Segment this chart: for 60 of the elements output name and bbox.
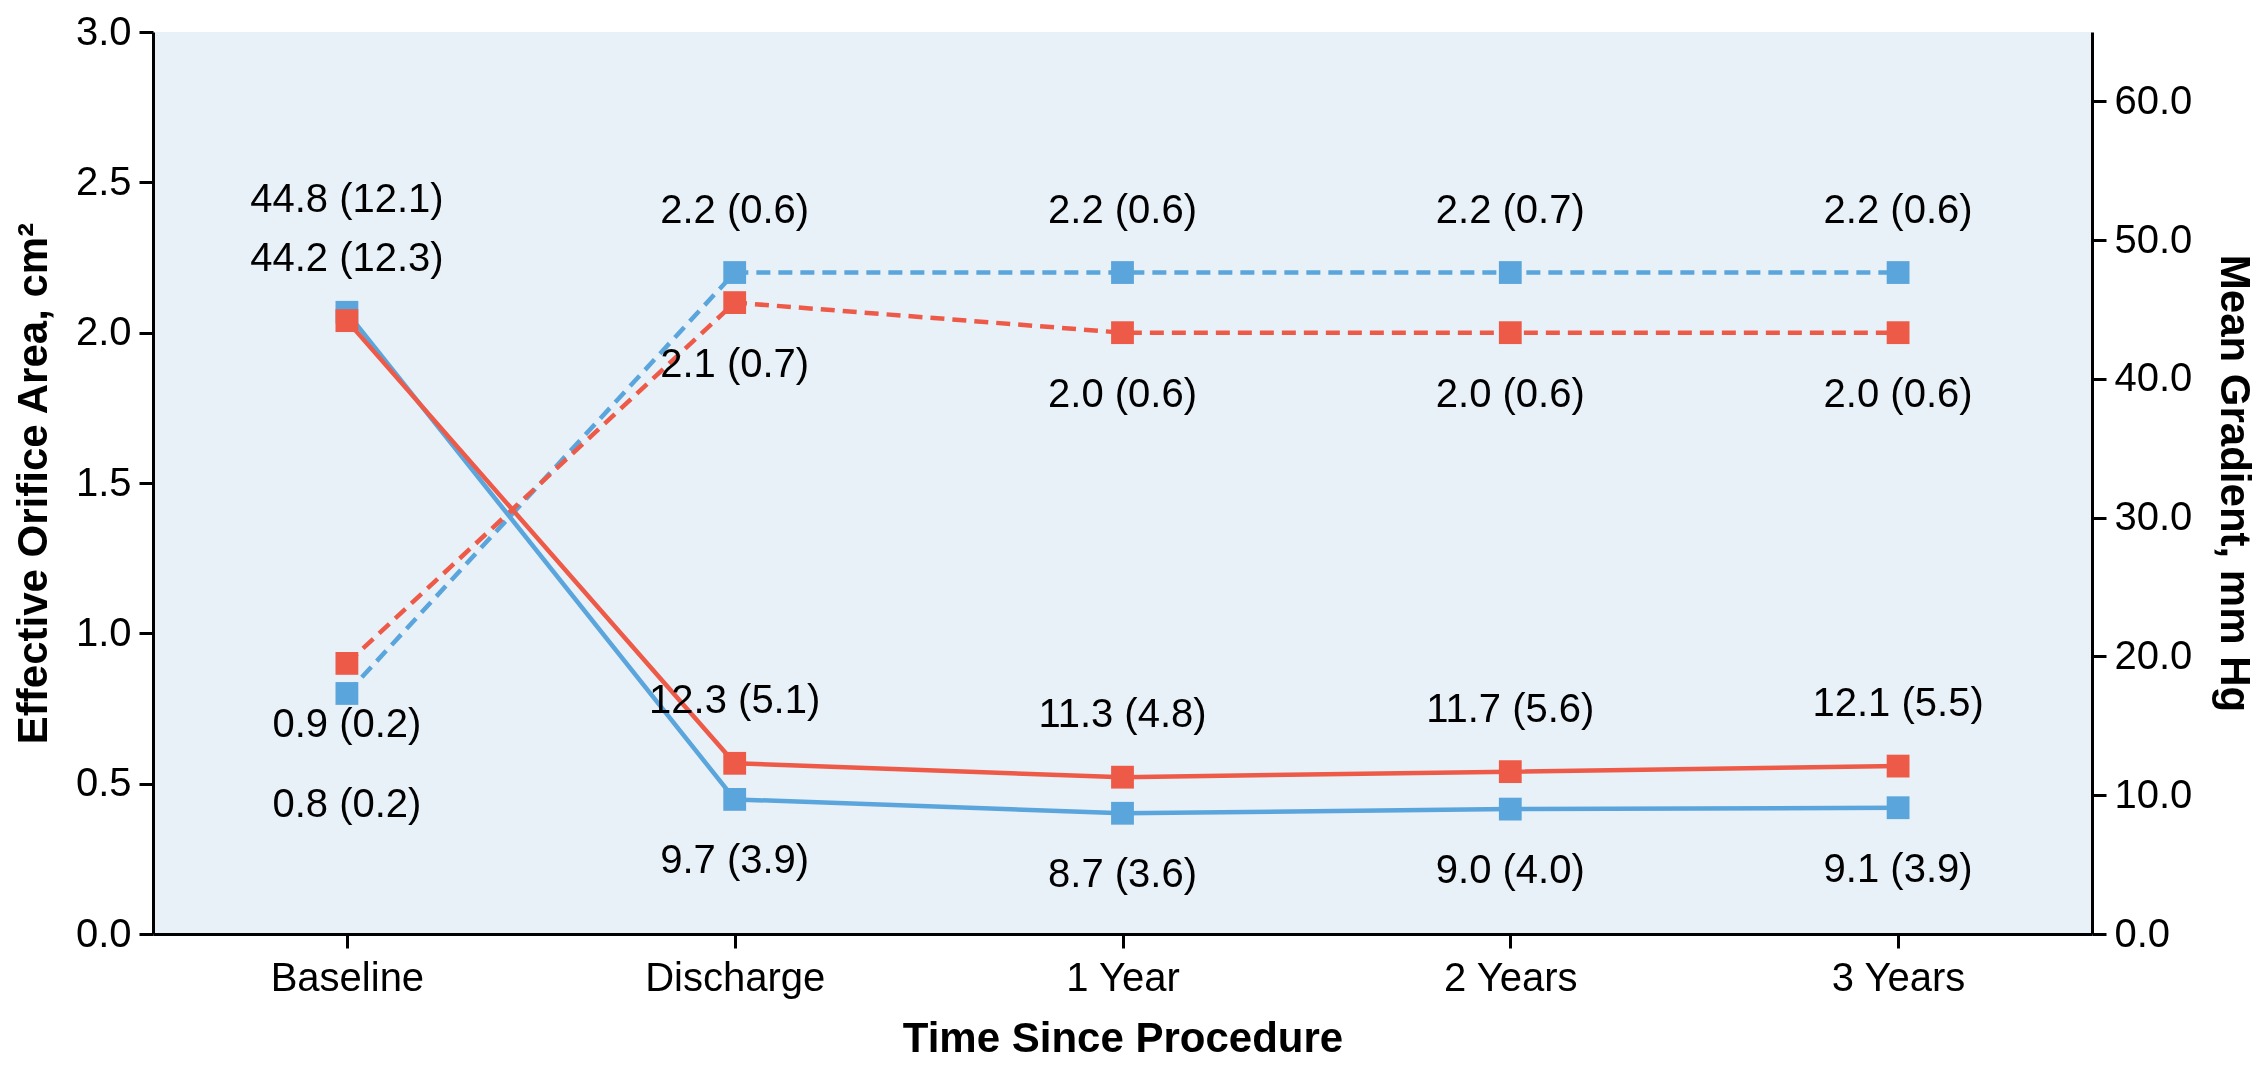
data-label: 44.2 (12.3) <box>250 234 444 279</box>
data-label: 11.7 (5.6) <box>1426 685 1595 730</box>
y2-tick-label: 50.0 <box>2114 216 2193 261</box>
y-tick-label: 0.0 <box>75 910 132 955</box>
point <box>335 682 359 705</box>
data-label: 12.1 (5.5) <box>1812 680 1984 725</box>
point <box>1111 801 1134 825</box>
x-axis-title: Time Since Procedure <box>902 1013 1344 1061</box>
y-tick-label: 1.0 <box>75 609 132 654</box>
point <box>335 652 359 675</box>
point <box>1111 321 1134 345</box>
data-label: 9.0 (4.0) <box>1435 847 1585 892</box>
data-label: 2.2 (0.6) <box>1823 186 1973 231</box>
y-tick-label: 0.5 <box>75 760 132 805</box>
point <box>335 309 359 333</box>
x-tick-label: Discharge <box>645 954 826 999</box>
point <box>723 261 747 284</box>
data-label: 2.0 (0.6) <box>1435 370 1585 415</box>
y-tick-label: 2.0 <box>75 309 132 354</box>
data-label: 0.9 (0.2) <box>272 701 422 746</box>
y2-tick-label: 10.0 <box>2114 771 2193 816</box>
point <box>1886 754 1910 778</box>
x-tick-label: 1 Year <box>1066 954 1180 999</box>
data-label: 2.2 (0.7) <box>1435 186 1585 231</box>
point <box>723 751 747 775</box>
y2-tick-label: 20.0 <box>2114 632 2193 677</box>
y2-tick-label: 30.0 <box>2114 494 2193 539</box>
point <box>1886 796 1910 820</box>
y2-tick-label: 60.0 <box>2114 77 2193 122</box>
data-label: 44.8 (12.1) <box>250 176 444 221</box>
data-label: 9.1 (3.9) <box>1823 845 1973 890</box>
point <box>1886 321 1910 345</box>
point <box>1498 760 1522 784</box>
data-label: 0.8 (0.2) <box>272 781 422 826</box>
x-tick-label: Baseline <box>270 954 425 999</box>
point <box>1111 261 1134 284</box>
data-label: 9.7 (3.9) <box>660 837 810 882</box>
data-label: 2.1 (0.7) <box>660 340 810 385</box>
y-axis-title: Effective Orifice Area, cm² <box>8 222 56 745</box>
y-tick-label: 3.0 <box>75 8 132 53</box>
y-tick-label: 2.5 <box>75 158 132 203</box>
x-tick-label: 2 Years <box>1444 954 1578 999</box>
data-label: 2.2 (0.6) <box>1048 186 1197 231</box>
data-label: 2.2 (0.6) <box>660 186 810 231</box>
point <box>1886 261 1910 284</box>
point <box>1498 321 1522 345</box>
point <box>723 291 747 314</box>
data-label: 2.0 (0.6) <box>1048 370 1197 415</box>
x-tick-label: 3 Years <box>1831 954 1966 999</box>
y2-tick-label: 40.0 <box>2114 355 2193 400</box>
point <box>1111 765 1134 789</box>
point <box>723 787 747 811</box>
y2-axis-title: Mean Gradient, mm Hg <box>2212 254 2260 713</box>
point <box>1498 261 1522 284</box>
data-label: 2.0 (0.6) <box>1823 370 1973 415</box>
y-tick-label: 1.5 <box>75 459 132 504</box>
y2-tick-label: 0.0 <box>2114 910 2171 955</box>
point <box>1498 797 1522 821</box>
data-label: 8.7 (3.6) <box>1048 851 1197 896</box>
data-label: 11.3 (4.8) <box>1038 691 1207 736</box>
